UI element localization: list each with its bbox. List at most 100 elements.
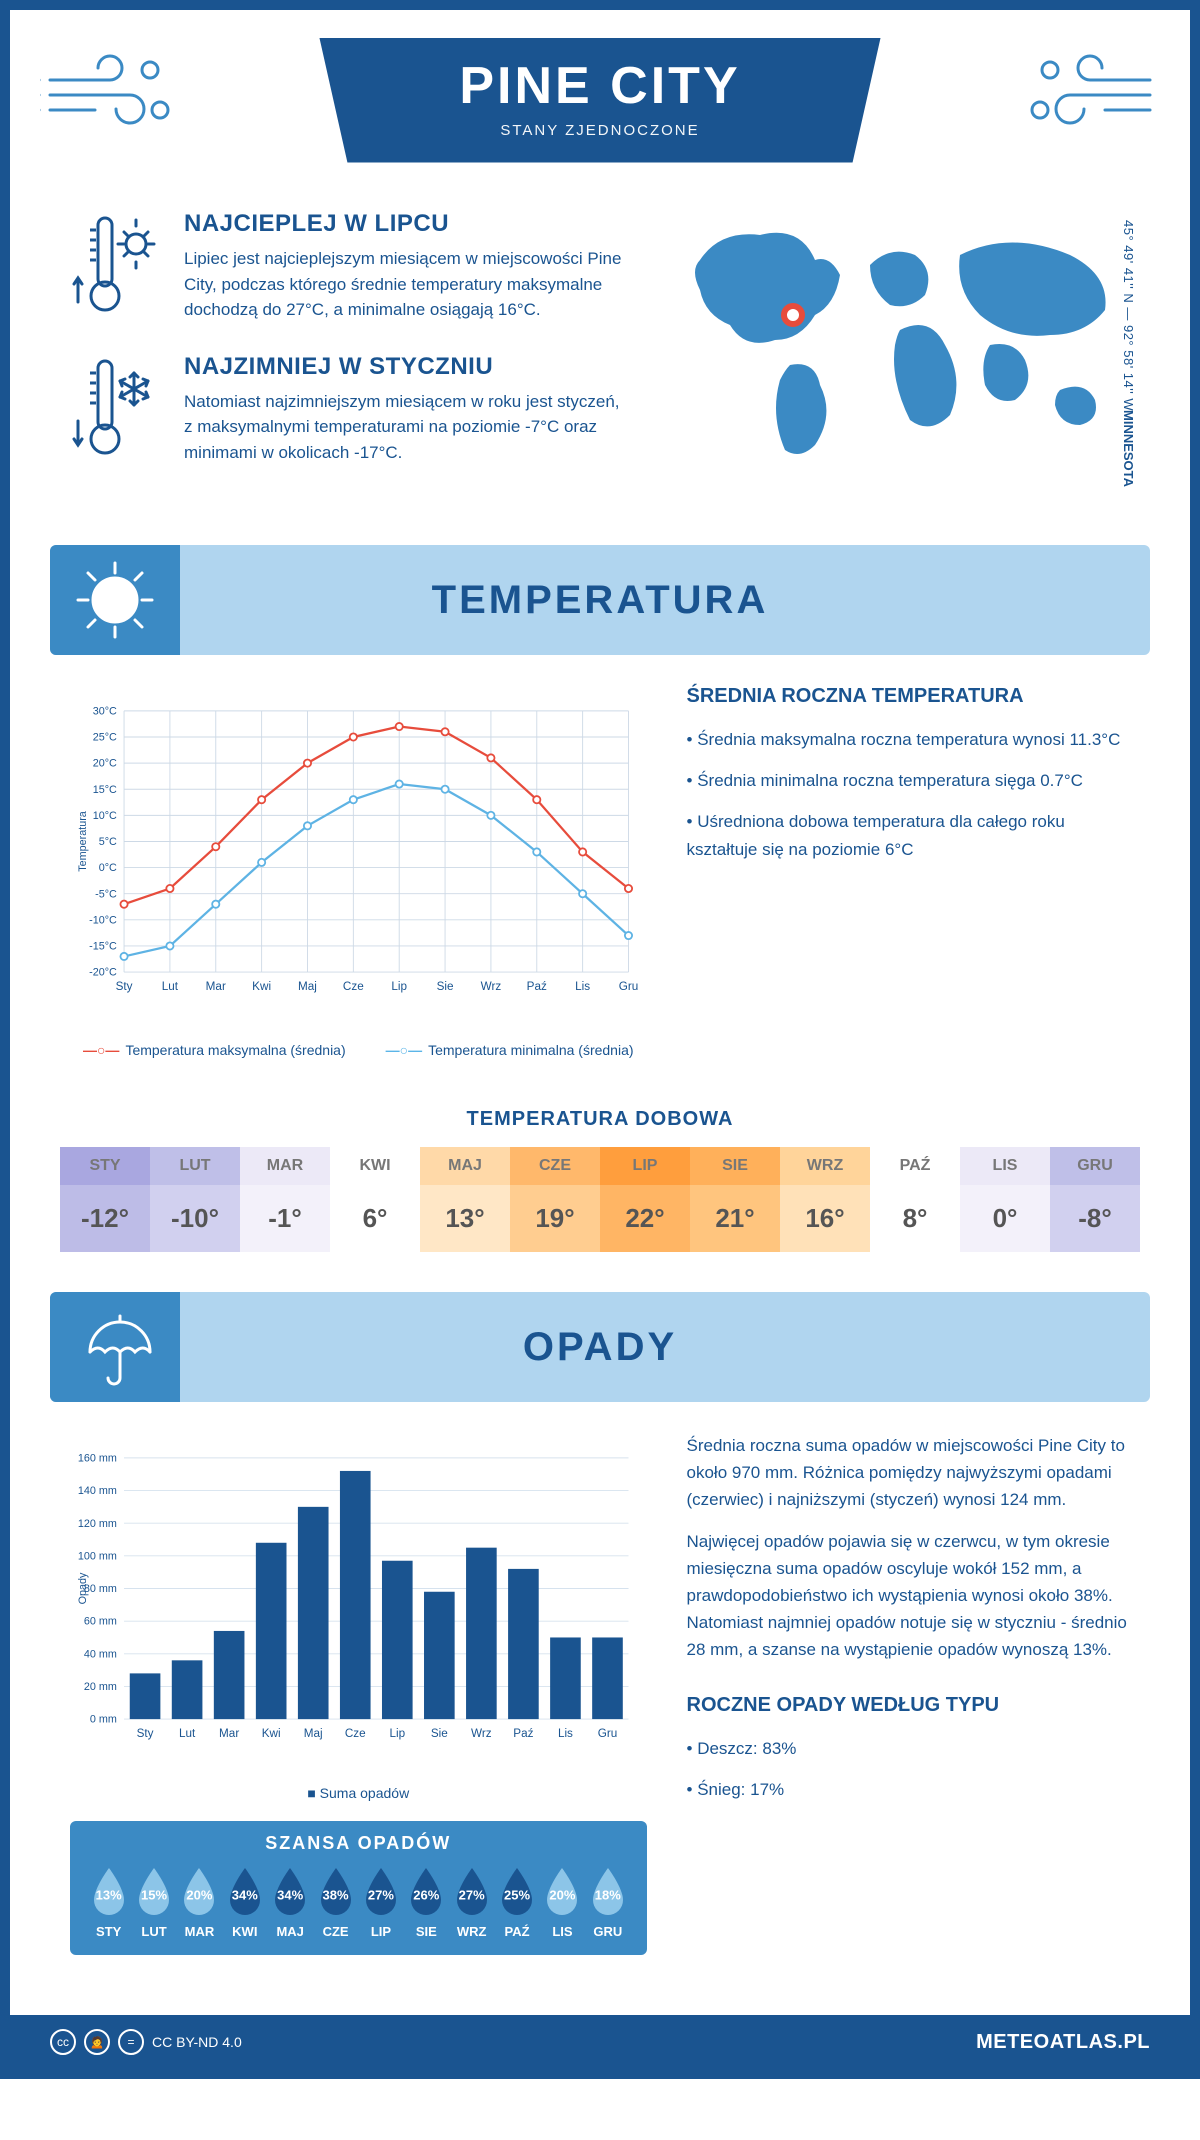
temp-cell: MAJ13° — [420, 1147, 510, 1252]
svg-text:Wrz: Wrz — [481, 980, 502, 993]
world-map: 45° 49' 41'' N — 92° 58' 14'' W MINNESOT… — [670, 210, 1130, 495]
svg-text:25°C: 25°C — [93, 732, 117, 744]
temperature-heading: TEMPERATURA — [432, 578, 769, 623]
precip-type-snow: • Śnieg: 17% — [687, 1776, 1130, 1803]
temperature-banner: TEMPERATURA — [50, 545, 1150, 655]
warmest-body: Lipiec jest najcieplejszym miesiącem w m… — [184, 246, 630, 323]
svg-text:Cze: Cze — [343, 980, 364, 993]
by-icon: 🙍 — [84, 2029, 110, 2055]
raindrop-icon: 25% — [496, 1866, 538, 1918]
svg-text:100 mm: 100 mm — [78, 1550, 117, 1562]
svg-text:0°C: 0°C — [99, 862, 117, 874]
svg-text:Gru: Gru — [598, 1727, 618, 1740]
temp-cell: SIE21° — [690, 1147, 780, 1252]
svg-text:-15°C: -15°C — [89, 941, 117, 953]
coldest-body: Natomiast najzimniejszym miesiącem w rok… — [184, 389, 630, 466]
nd-icon: = — [118, 2029, 144, 2055]
svg-text:Kwi: Kwi — [262, 1727, 281, 1740]
precip-p2: Najwięcej opadów pojawia się w czerwcu, … — [687, 1528, 1130, 1664]
svg-text:Sty: Sty — [137, 1727, 154, 1740]
svg-text:Lis: Lis — [575, 980, 590, 993]
precip-type-heading: ROCZNE OPADY WEDŁUG TYPU — [687, 1694, 1130, 1717]
chance-cell: 15%LUT — [131, 1866, 176, 1939]
temp-cell: PAŹ8° — [870, 1147, 960, 1252]
temperature-line-chart: -20°C -15°C -10°C -5°C 0°C 5°C 10°C 15°C 20°C 25°… — [70, 685, 647, 1058]
warmest-fact: NAJCIEPLEJ W LIPCU Lipiec jest najcieple… — [70, 210, 630, 323]
thermometer-hot-icon — [70, 210, 160, 320]
temp-cell: KWI6° — [330, 1147, 420, 1252]
header: PINE CITY STANY ZJEDNOCZONE — [10, 10, 1190, 190]
raindrop-icon: 20% — [178, 1866, 220, 1918]
svg-text:-5°C: -5°C — [95, 888, 117, 900]
thermometer-cold-icon — [70, 353, 160, 463]
svg-text:Lis: Lis — [558, 1727, 573, 1740]
svg-text:10°C: 10°C — [93, 810, 117, 822]
svg-text:160 mm: 160 mm — [78, 1452, 117, 1464]
precip-type-rain: • Deszcz: 83% — [687, 1735, 1130, 1762]
raindrop-icon: 18% — [587, 1866, 629, 1918]
raindrop-icon: 13% — [88, 1866, 130, 1918]
svg-text:Sie: Sie — [431, 1727, 448, 1740]
svg-text:5°C: 5°C — [99, 836, 117, 848]
svg-text:Temperatura: Temperatura — [77, 811, 89, 872]
svg-text:140 mm: 140 mm — [78, 1485, 117, 1497]
daily-temp-heading: TEMPERATURA DOBOWA — [10, 1108, 1190, 1131]
region-label: MINNESOTA — [1121, 410, 1136, 487]
precipitation-heading: OPADY — [523, 1325, 677, 1370]
chance-cell: 38%CZE — [313, 1866, 358, 1939]
page-subtitle: STANY ZJEDNOCZONE — [459, 122, 740, 139]
raindrop-icon: 27% — [451, 1866, 493, 1918]
chance-cell: 34%KWI — [222, 1866, 267, 1939]
temp-cell: LIS0° — [960, 1147, 1050, 1252]
chance-heading: SZANSA OPADÓW — [86, 1833, 631, 1854]
raindrop-icon: 15% — [133, 1866, 175, 1918]
coordinates: 45° 49' 41'' N — 92° 58' 14'' W — [1121, 220, 1136, 411]
chart-legend: Temperatura maksymalna (średnia) Tempera… — [70, 1042, 647, 1058]
svg-text:-20°C: -20°C — [89, 967, 117, 979]
svg-text:20°C: 20°C — [93, 758, 117, 770]
svg-text:20 mm: 20 mm — [84, 1681, 117, 1693]
svg-text:Sty: Sty — [116, 980, 133, 993]
cc-icon: cc — [50, 2029, 76, 2055]
svg-text:Gru: Gru — [619, 980, 639, 993]
avg-temp-b2: • Średnia minimalna roczna temperatura s… — [687, 767, 1130, 794]
site-name: METEOATLAS.PL — [976, 2031, 1150, 2054]
page-title: PINE CITY — [459, 56, 740, 116]
svg-text:Lut: Lut — [179, 1727, 196, 1740]
svg-text:Wrz: Wrz — [471, 1727, 492, 1740]
raindrop-icon: 34% — [224, 1866, 266, 1918]
chance-cell: 18%GRU — [585, 1866, 630, 1939]
temp-cell: WRZ16° — [780, 1147, 870, 1252]
svg-text:120 mm: 120 mm — [78, 1518, 117, 1530]
svg-text:15°C: 15°C — [93, 784, 117, 796]
coldest-title: NAJZIMNIEJ W STYCZNIU — [184, 353, 630, 381]
avg-temp-heading: ŚREDNIA ROCZNA TEMPERATURA — [687, 685, 1130, 708]
title-ribbon: PINE CITY STANY ZJEDNOCZONE — [319, 38, 880, 163]
precip-p1: Średnia roczna suma opadów w miejscowośc… — [687, 1432, 1130, 1514]
svg-text:Paź: Paź — [513, 1727, 533, 1740]
legend-max: Temperatura maksymalna (średnia) — [83, 1042, 346, 1058]
avg-temp-b3: • Uśredniona dobowa temperatura dla całe… — [687, 808, 1130, 862]
chance-cell: 34%MAJ — [268, 1866, 313, 1939]
precipitation-bar-chart: 0 mm20 mm40 mm60 mm80 mm100 mm120 mm140 … — [70, 1432, 647, 1801]
warmest-title: NAJCIEPLEJ W LIPCU — [184, 210, 630, 238]
svg-text:Mar: Mar — [206, 980, 226, 993]
temp-cell: STY-12° — [60, 1147, 150, 1252]
svg-text:Kwi: Kwi — [252, 980, 271, 993]
svg-text:Lip: Lip — [391, 980, 407, 993]
svg-text:Lip: Lip — [389, 1727, 405, 1740]
raindrop-icon: 20% — [541, 1866, 583, 1918]
raindrop-icon: 34% — [269, 1866, 311, 1918]
chance-cell: 27%LIP — [358, 1866, 403, 1939]
svg-text:Cze: Cze — [345, 1727, 366, 1740]
svg-text:0 mm: 0 mm — [90, 1714, 117, 1726]
license-block: cc 🙍 = CC BY-ND 4.0 — [50, 2029, 242, 2055]
bar-legend: Suma opadów — [70, 1785, 647, 1801]
umbrella-icon — [50, 1292, 180, 1402]
license-text: CC BY-ND 4.0 — [152, 2034, 242, 2050]
svg-text:Maj: Maj — [298, 980, 317, 993]
footer: cc 🙍 = CC BY-ND 4.0 METEOATLAS.PL — [10, 2015, 1190, 2069]
svg-text:-10°C: -10°C — [89, 914, 117, 926]
chance-cell: 25%PAŹ — [494, 1866, 539, 1939]
svg-text:Mar: Mar — [219, 1727, 239, 1740]
